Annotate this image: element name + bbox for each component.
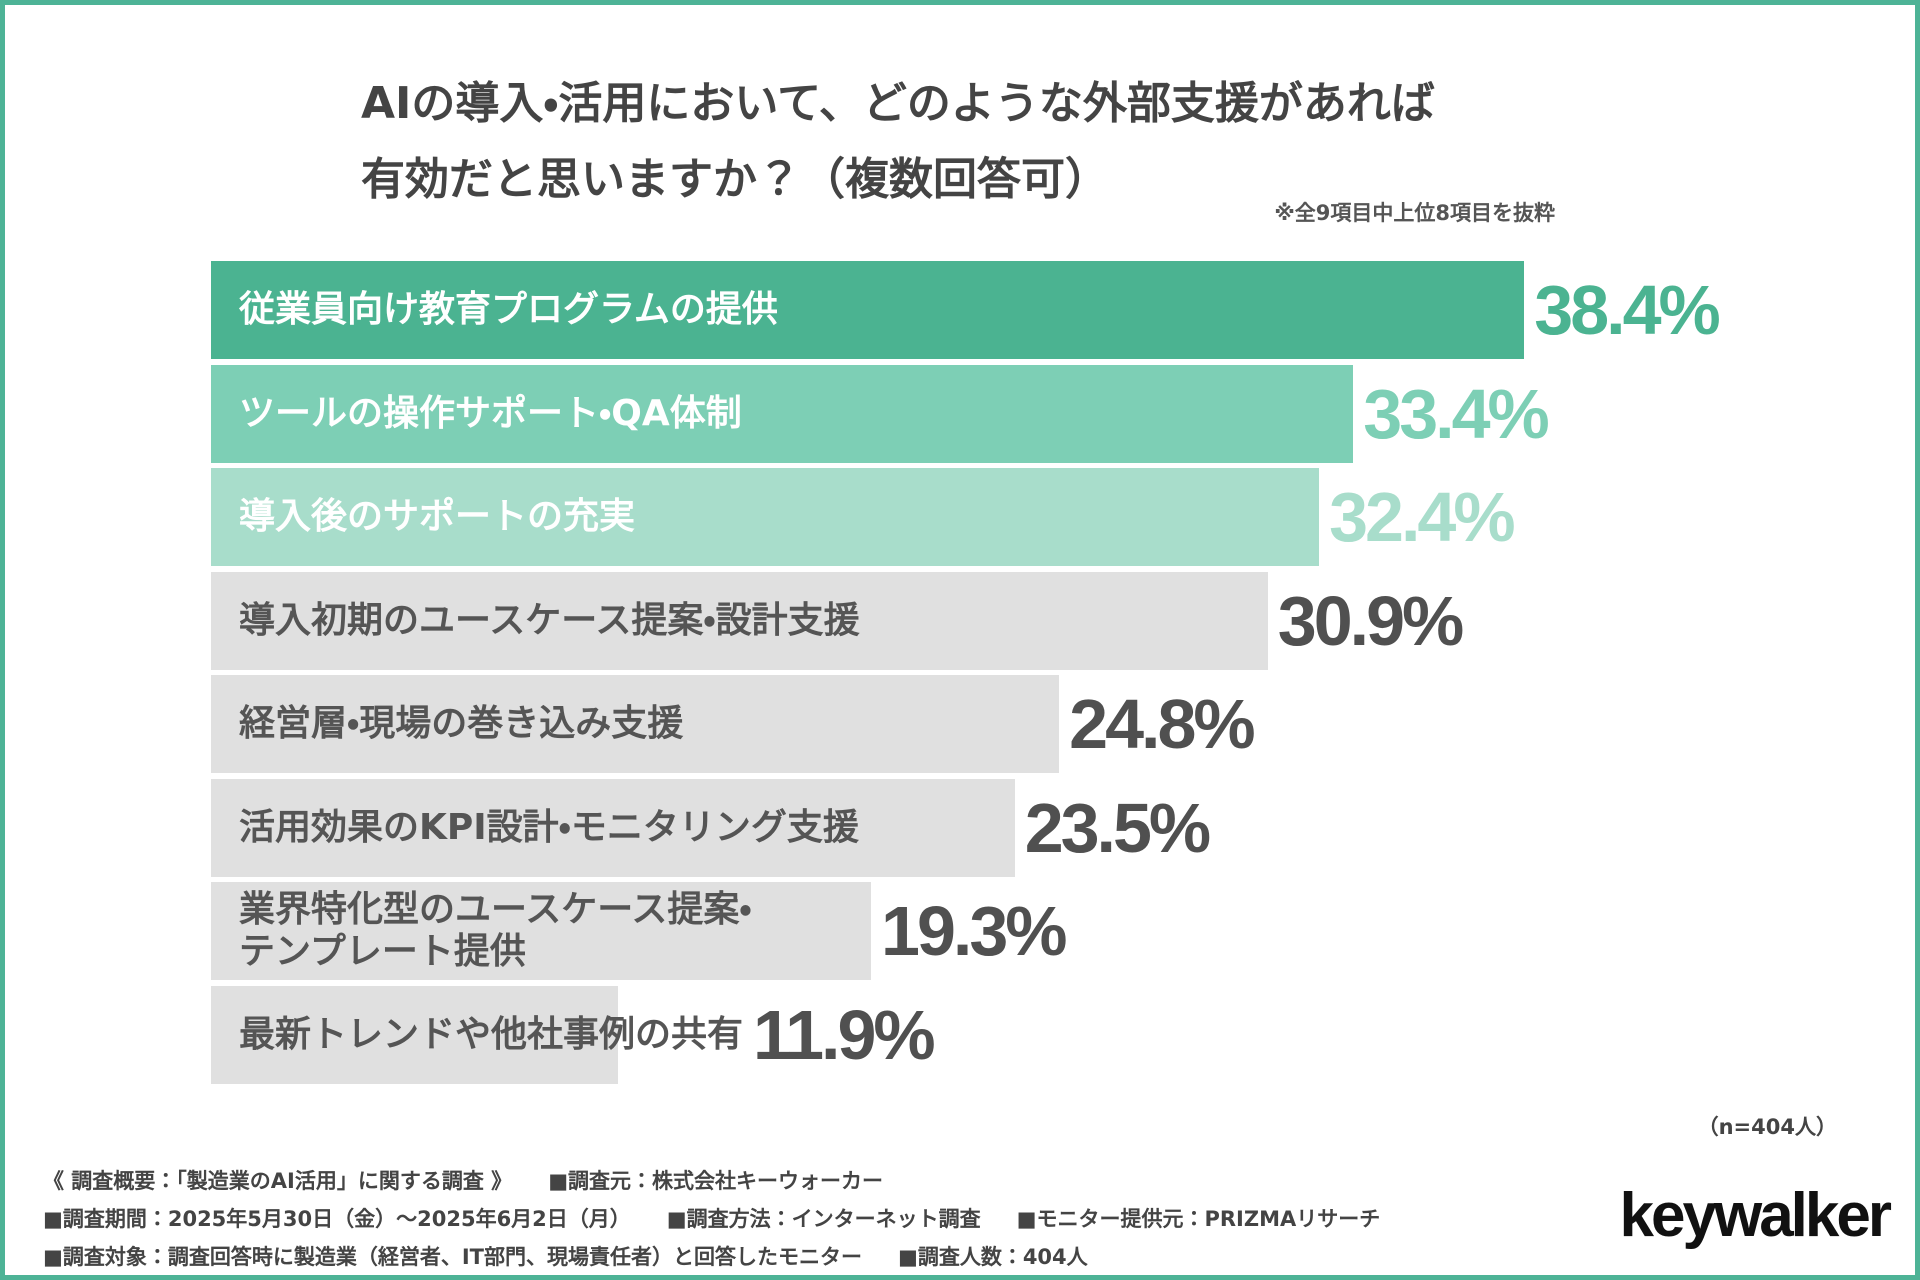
bar-label: 従業員向け教育プログラムの提供 — [239, 289, 778, 330]
value-label: 19.3% — [881, 892, 1067, 970]
bar — [211, 364, 1354, 463]
footer-line: ■調査期間：2025年5月30日（金）～2025年6月2日（月） ■調査方法：イン… — [43, 1203, 1380, 1233]
bar-label: 業界特化型のユースケース提案・テンプレート提供 — [239, 889, 752, 972]
bar — [211, 468, 1320, 566]
footer-line: ■調査対象：調査回答時に製造業（経営者、IT部門、現場責任者）と回答したモニター… — [43, 1241, 1088, 1271]
bar — [211, 778, 1015, 877]
bar — [211, 882, 872, 980]
footer-line: 《 調査概要：「製造業のAI活用」に関する調査 》 ■調査元：株式会社キーウォーカ… — [43, 1165, 883, 1195]
footer-item: ■調査元：株式会社キーウォーカー — [548, 1169, 884, 1193]
footer-item: ■調査方法：インターネット調査 — [666, 1207, 981, 1231]
bar-label: 経営層・現場の巻き込み支援 — [239, 703, 684, 744]
footer-item: 《 調査概要：「製造業のAI活用」に関する調査 》 — [43, 1169, 513, 1193]
chart-title: AIの導入・活用において、どのような外部支援があれば — [361, 78, 1435, 129]
footer-item: ■モニター提供元：PRIZMAリサーチ — [1016, 1207, 1381, 1231]
bar-label: 最新トレンドや他社事例の共有 — [239, 1013, 744, 1055]
bar — [211, 261, 1525, 359]
footer-item: ■調査対象：調査回答時に製造業（経営者、IT部門、現場責任者）と回答したモニター — [43, 1245, 862, 1269]
bar-label: 活用効果のKPI設計・モニタリング支援 — [239, 806, 859, 848]
footer-item: ■調査人数：404人 — [897, 1245, 1088, 1269]
value-label: 11.9% — [753, 995, 936, 1074]
chart-title: 有効だと思いますか？（複数回答可） — [361, 154, 1109, 205]
sample-size: （n=404人） — [1697, 1115, 1837, 1139]
value-label: 30.9% — [1277, 581, 1464, 660]
value-label: 38.4% — [1534, 271, 1720, 349]
bar-label: ツールの操作サポート・QA体制 — [239, 392, 742, 434]
value-label: 33.4% — [1363, 374, 1549, 453]
bar — [211, 675, 1060, 773]
bar — [211, 571, 1268, 670]
value-label: 32.4% — [1329, 478, 1515, 556]
value-label: 23.5% — [1024, 788, 1211, 867]
bar — [211, 985, 618, 1084]
value-label: 24.8% — [1069, 685, 1255, 763]
bar-label: 導入初期のユースケース提案・設計支援 — [239, 599, 860, 641]
note: ※全9項目中上位8項目を抜粋 — [1274, 201, 1555, 225]
logo: keywalker — [1619, 1181, 1892, 1250]
footer-item: ■調査期間：2025年5月30日（金）～2025年6月2日（月） — [43, 1207, 631, 1231]
bar-label: 導入後のサポートの充実 — [239, 496, 636, 537]
